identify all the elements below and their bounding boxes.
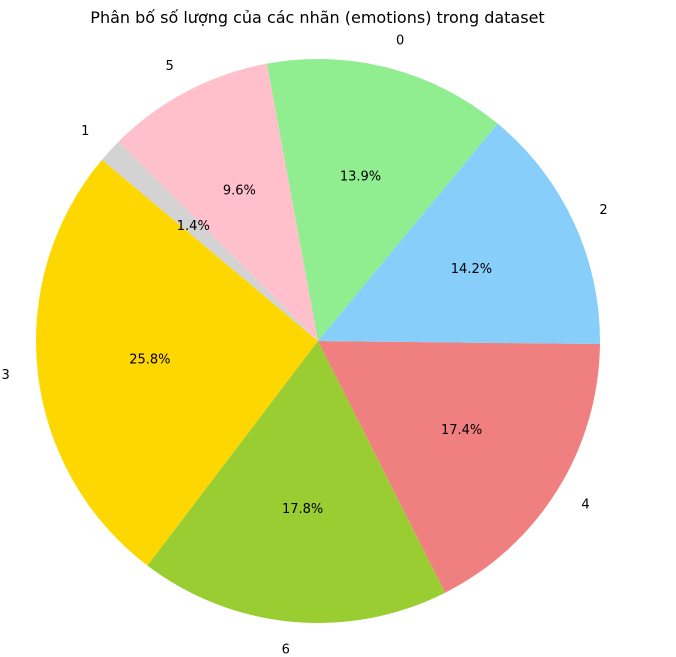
category-label-0: 0	[396, 33, 404, 48]
category-label-6: 6	[282, 642, 290, 657]
pie-slice-1	[101, 141, 318, 341]
pie-slice-0	[266, 58, 498, 341]
pct-label-1: 1.4%	[177, 219, 210, 234]
pie-slice-4	[318, 341, 600, 593]
category-label-3: 3	[1, 368, 9, 383]
category-labels: 3 6 4 2 0 5 1	[1, 33, 607, 657]
chart-title: Phân bố số lượng của các nhãn (emotions)…	[90, 8, 545, 27]
pie-slices	[36, 58, 600, 623]
category-label-2: 2	[599, 203, 607, 218]
percentage-labels: 25.8% 17.8% 17.4% 14.2% 13.9% 9.6% 1.4%	[129, 170, 492, 517]
category-label-5: 5	[166, 59, 174, 74]
pie-slice-6	[147, 341, 446, 623]
pct-label-0: 13.9%	[340, 170, 381, 185]
pct-label-6: 17.8%	[282, 502, 323, 517]
pct-label-5: 9.6%	[223, 184, 256, 199]
pct-label-2: 14.2%	[451, 262, 492, 277]
pie-slice-3	[36, 159, 318, 566]
pct-label-3: 25.8%	[129, 352, 170, 367]
pie-slice-2	[318, 123, 600, 345]
pct-label-4: 17.4%	[441, 423, 482, 438]
category-label-4: 4	[581, 497, 589, 512]
category-label-1: 1	[81, 124, 89, 139]
pie-slice-5	[118, 63, 318, 341]
